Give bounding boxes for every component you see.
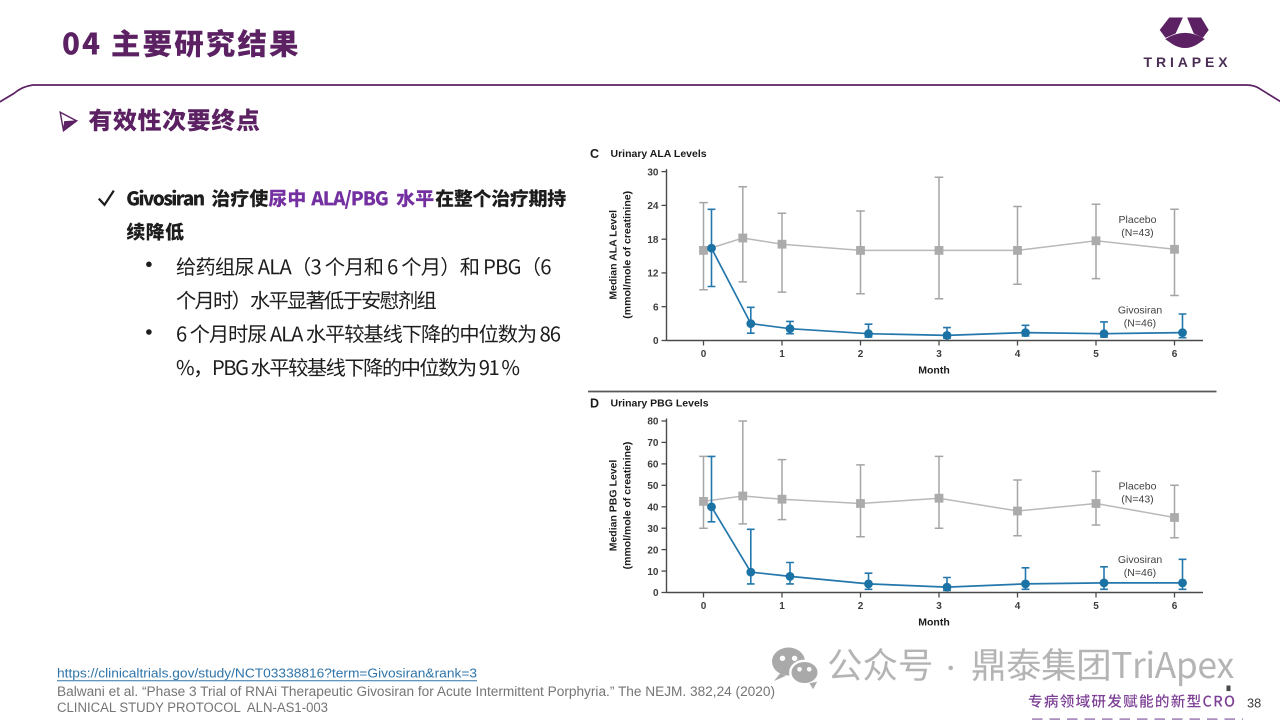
svg-text:70: 70 — [647, 438, 659, 449]
svg-text:4: 4 — [1015, 349, 1021, 360]
svg-text:(mmol/mole of creatinine): (mmol/mole of creatinine) — [622, 442, 634, 570]
svg-text:3: 3 — [936, 349, 942, 360]
svg-text:24: 24 — [647, 201, 659, 212]
svg-text:60: 60 — [647, 460, 659, 471]
svg-text:5: 5 — [1093, 349, 1099, 360]
svg-text:Placebo: Placebo — [1119, 481, 1157, 493]
svg-text:Givosiran: Givosiran — [1118, 305, 1163, 317]
svg-text:4: 4 — [1015, 601, 1021, 612]
svg-text:30: 30 — [647, 167, 659, 178]
svg-text:2: 2 — [858, 349, 864, 360]
svg-text:1: 1 — [779, 349, 785, 360]
svg-text:1: 1 — [779, 601, 785, 612]
svg-text:50: 50 — [647, 481, 659, 492]
svg-text:Urinary PBG Levels: Urinary PBG Levels — [611, 398, 709, 410]
svg-text:Median PBG Level: Median PBG Level — [608, 460, 620, 552]
svg-text:0: 0 — [701, 349, 707, 360]
svg-text:80: 80 — [647, 417, 659, 428]
svg-text:CLINICAL STUDY PROTOCOL ALN-A: CLINICAL STUDY PROTOCOL ALN-AS1-003 — [57, 700, 328, 715]
svg-text:30: 30 — [647, 524, 659, 535]
svg-text:Month: Month — [918, 365, 950, 377]
svg-text:6: 6 — [1172, 601, 1178, 612]
svg-text:0: 0 — [653, 336, 659, 347]
svg-text:18: 18 — [647, 235, 659, 246]
svg-text:C: C — [590, 147, 599, 161]
svg-text:TRIAPEX: TRIAPEX — [1144, 54, 1232, 70]
svg-text:5: 5 — [1093, 601, 1099, 612]
svg-text:(N=43): (N=43) — [1121, 494, 1153, 506]
svg-text:(N=46): (N=46) — [1124, 318, 1156, 330]
svg-text:(N=46): (N=46) — [1124, 567, 1156, 579]
svg-text:6: 6 — [1172, 349, 1178, 360]
svg-text:https://clinicaltrials.gov/stu: https://clinicaltrials.gov/study/NCT0333… — [57, 666, 477, 681]
svg-text:D: D — [590, 397, 599, 411]
svg-text:10: 10 — [647, 567, 659, 578]
svg-text:12: 12 — [647, 269, 659, 280]
svg-text:0: 0 — [701, 601, 707, 612]
svg-text:38: 38 — [1247, 696, 1261, 711]
svg-text:(N=43): (N=43) — [1121, 227, 1153, 239]
svg-text:6: 6 — [653, 302, 659, 313]
svg-text:(mmol/mole of creatinine): (mmol/mole of creatinine) — [622, 191, 634, 319]
svg-text:Balwani et al. “Phase 3 Trial: Balwani et al. “Phase 3 Trial of RNAi Th… — [57, 684, 775, 699]
svg-text:Urinary ALA Levels: Urinary ALA Levels — [611, 148, 707, 160]
svg-text:2: 2 — [858, 601, 864, 612]
svg-text:20: 20 — [647, 545, 659, 556]
svg-text:40: 40 — [647, 503, 659, 514]
svg-text:Median ALA Level: Median ALA Level — [608, 210, 620, 300]
svg-text:Givosiran: Givosiran — [1118, 554, 1163, 566]
svg-text:Placebo: Placebo — [1119, 214, 1157, 226]
svg-text:0: 0 — [653, 588, 659, 599]
svg-text:Month: Month — [918, 617, 950, 629]
svg-text:3: 3 — [936, 601, 942, 612]
